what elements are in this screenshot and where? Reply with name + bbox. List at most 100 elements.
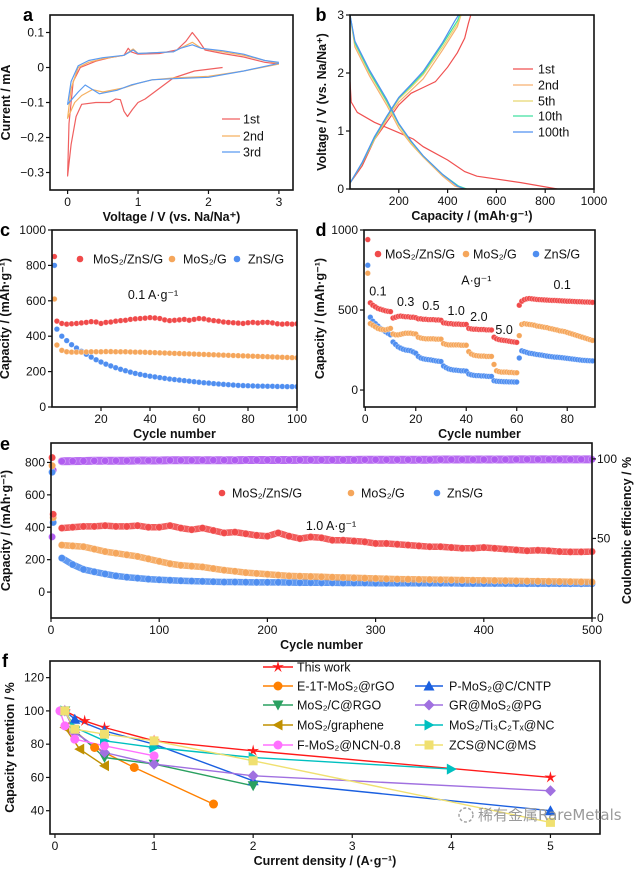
x-tick-label: 40: [143, 412, 157, 426]
legend-label: ZnS/G: [447, 487, 483, 501]
x-tick-label: 1: [151, 839, 158, 853]
data-point: [274, 529, 283, 537]
x-tick-label: 4: [448, 839, 455, 853]
data-point: [252, 569, 261, 578]
data-point: [122, 550, 131, 559]
y-tick-label: 800: [26, 258, 46, 272]
data-point: [148, 758, 160, 770]
data-point: [101, 570, 109, 578]
legend-label: E-1T-MoS₂@rGO: [297, 680, 395, 694]
data-point: [393, 455, 402, 464]
data-point: [371, 455, 380, 464]
data-point: [295, 572, 304, 581]
data-point: [129, 762, 139, 772]
data-point: [479, 455, 488, 464]
data-point: [198, 577, 207, 586]
series-line-1: [66, 41, 280, 119]
y-tick-label: −0.1: [20, 96, 44, 110]
data-point: [274, 571, 283, 579]
data-point: [479, 543, 488, 552]
x-tick-label: 2: [250, 839, 257, 853]
data-point: [360, 455, 369, 464]
legend-label: MoS₂/G: [473, 248, 517, 262]
data-point: [90, 456, 99, 465]
data-point: [469, 576, 477, 585]
plot-area: [364, 236, 595, 386]
x-tick-label: 80: [241, 412, 255, 426]
data-point: [90, 567, 99, 576]
data-point: [306, 455, 315, 464]
data-point: [404, 541, 412, 549]
data-point: [523, 455, 531, 464]
x-axis-label: Current density / (A·g⁻¹): [254, 854, 397, 868]
x-tick-label: 800: [535, 194, 555, 208]
data-point: [544, 771, 557, 783]
panel-a: 0 1 2 3 0.1 0 −0.1 −0.2 −0.3 Voltage / V (vs. Na/…: [0, 5, 294, 224]
y-tick-label: −0.2: [20, 131, 44, 145]
panel-letter: e: [0, 434, 10, 454]
rate-annotation: 0.1: [369, 285, 386, 299]
data-point: [414, 455, 423, 464]
data-point: [231, 456, 239, 465]
data-point: [122, 522, 131, 531]
watermark-text: 稀有金属RareMetals: [478, 806, 622, 824]
data-point: [479, 576, 488, 585]
data-point: [231, 528, 239, 537]
data-point: [350, 455, 358, 464]
panel-letter: a: [23, 5, 34, 25]
legend-label: MoS₂/G: [361, 487, 405, 501]
panel-d: 0 20 40 60 80 0 500 1000 Cycle number Capacity / …: [313, 220, 596, 441]
data-point: [209, 564, 218, 573]
data-point: [577, 577, 586, 586]
x-tick-label: 100: [149, 623, 169, 637]
data-point: [534, 455, 542, 464]
data-point: [404, 575, 412, 584]
data-point: [241, 578, 250, 587]
data-point: [463, 342, 470, 349]
data-point: [447, 455, 456, 464]
data-point: [69, 713, 81, 724]
data-point: [122, 456, 131, 465]
data-point: [187, 456, 196, 465]
data-point: [387, 325, 394, 332]
data-point: [501, 545, 510, 554]
panel-letter: d: [316, 220, 327, 240]
data-point: [53, 326, 61, 333]
rate-annotation: 2.0: [470, 310, 487, 324]
data-point: [382, 574, 391, 583]
data-point: [364, 236, 371, 243]
data-point: [90, 545, 99, 554]
data-point: [387, 308, 394, 315]
data-point: [241, 456, 250, 464]
data-point: [382, 539, 391, 548]
plot-frame: [49, 14, 294, 191]
x-axis-label: Voltage / V (vs. Na/Na⁺): [103, 210, 241, 224]
data-point: [70, 734, 80, 744]
x-tick-label: 500: [582, 623, 602, 637]
data-point: [155, 575, 164, 584]
data-point: [209, 526, 218, 535]
y-tick-label: 60: [31, 770, 45, 784]
data-point: [92, 356, 100, 363]
legend-label: 5th: [538, 95, 555, 109]
data-point: [458, 544, 467, 553]
x-axis-label: Capacity / (mAh·g⁻¹): [411, 209, 532, 223]
data-point: [589, 337, 595, 344]
watermark: 稀有金属RareMetals: [458, 806, 622, 824]
plot-frame: [349, 14, 595, 190]
data-point: [198, 524, 207, 532]
data-point: [544, 455, 553, 464]
data-point: [241, 568, 250, 577]
x-tick-label: 0: [362, 412, 369, 426]
data-point: [101, 521, 109, 530]
x-tick-label: 3: [349, 839, 356, 853]
data-point: [101, 456, 109, 465]
data-point: [447, 576, 456, 584]
data-point: [577, 547, 586, 556]
data-point: [252, 456, 261, 464]
legend-label: ZnS/G: [248, 253, 284, 267]
data-point: [285, 571, 293, 580]
legend-label: MoS₂/ZnS/G: [385, 248, 455, 262]
rate-annotation: 0.5: [422, 299, 439, 313]
